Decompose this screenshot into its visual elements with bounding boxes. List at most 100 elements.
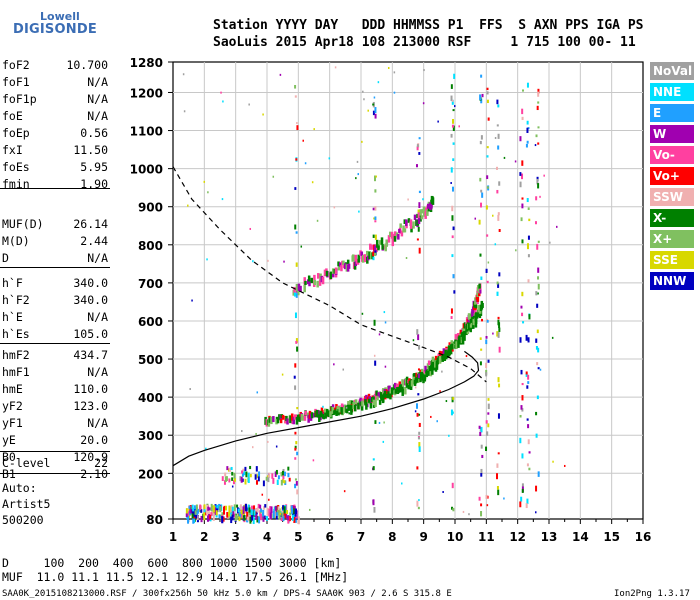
es-echo	[225, 505, 228, 511]
noise-point	[497, 413, 500, 419]
es-echo	[208, 507, 211, 511]
noise-point	[416, 412, 419, 417]
noise-point	[294, 84, 297, 89]
noise-point	[525, 373, 528, 377]
echo-point	[314, 410, 317, 418]
param-label: foE	[2, 109, 23, 123]
noise-point	[450, 133, 453, 138]
noise-point	[537, 183, 540, 189]
footer-file-info: SAA0K_2015108213000.RSF / 300fx256h 50 k…	[2, 589, 452, 599]
param-label: hmF1	[2, 365, 30, 379]
param-value: 1.90	[80, 177, 108, 191]
noise-point	[514, 160, 517, 163]
es-echo	[200, 509, 203, 513]
noise-point	[437, 120, 439, 123]
es-echo	[216, 504, 219, 509]
noise-point	[451, 124, 454, 128]
noise-point	[374, 107, 377, 114]
noise-point	[521, 312, 524, 317]
noise-point	[521, 395, 524, 401]
echo-point	[307, 275, 311, 282]
noise-point	[374, 250, 377, 256]
noise-point	[387, 67, 390, 70]
param-row: h`F2 340.0	[2, 293, 108, 309]
noise-point	[251, 446, 254, 449]
noise-point	[348, 412, 350, 415]
echo-point	[368, 251, 371, 260]
echo-point	[352, 402, 355, 410]
noise-point	[374, 220, 377, 223]
noise-point	[417, 209, 420, 214]
echo-point	[419, 209, 422, 216]
noise-point	[451, 99, 454, 102]
es-echo	[293, 517, 296, 523]
noise-point	[452, 118, 455, 124]
echo-point	[470, 322, 474, 328]
noise-point	[497, 214, 500, 221]
y-tick-label: 800	[138, 239, 163, 253]
y-tick-label: 500	[138, 353, 163, 367]
es-echo	[211, 507, 214, 514]
y-tick-label: 400	[138, 391, 163, 405]
es-echo	[263, 506, 266, 510]
echo-point	[382, 388, 385, 395]
echo-point	[360, 402, 364, 411]
noise-point	[479, 361, 482, 366]
noise-point	[418, 137, 421, 140]
noise-point	[451, 215, 454, 221]
noise-point	[294, 363, 297, 368]
es-echo	[258, 516, 261, 524]
echo-point	[409, 219, 413, 225]
es-echo	[262, 516, 265, 522]
x-tick-label: 6	[325, 530, 333, 544]
echo-point	[354, 399, 358, 404]
noise-point	[498, 383, 501, 388]
noise-point	[183, 110, 186, 113]
noise-point	[497, 377, 500, 383]
noise-point	[279, 73, 282, 76]
noise-point	[537, 91, 540, 97]
echo-point	[401, 386, 404, 391]
noise-point	[486, 175, 489, 180]
echo-point	[431, 197, 435, 205]
noise-point	[452, 125, 455, 132]
echo-point	[399, 223, 402, 228]
es-echo	[285, 513, 288, 519]
echo-point	[316, 280, 319, 288]
noise-point	[487, 398, 490, 401]
param-label: yF2	[2, 399, 23, 413]
noise-point	[302, 139, 304, 142]
noise-point	[296, 122, 298, 125]
es-echo	[191, 504, 194, 511]
footer-version: Ion2Png 1.3.17	[614, 589, 690, 599]
noise-point	[520, 217, 523, 222]
param-label: M(D)	[2, 234, 30, 248]
noise-point	[496, 281, 499, 285]
echo-point	[275, 419, 278, 425]
noise-point	[417, 373, 420, 379]
noise-point	[452, 397, 455, 400]
es-echo	[195, 507, 198, 511]
param-label: h`Es	[2, 327, 30, 341]
noise-point	[496, 291, 499, 296]
es-echo	[259, 513, 262, 521]
noise-point	[345, 406, 348, 409]
noise-point	[525, 503, 528, 509]
noise-point	[416, 329, 419, 335]
noise-point	[480, 348, 483, 351]
noise-point	[343, 490, 346, 493]
param-value: N/A	[87, 92, 108, 106]
es-echo	[231, 514, 234, 521]
echo-point	[308, 280, 311, 287]
es-echo	[280, 479, 283, 486]
param-value: 120.9	[73, 450, 108, 464]
echo-point	[407, 218, 411, 223]
echo-point	[329, 411, 332, 418]
noise-point	[528, 314, 531, 320]
noise-point	[480, 189, 483, 193]
echo-point	[424, 207, 427, 215]
es-echo	[272, 510, 275, 519]
noise-point	[520, 305, 523, 309]
echo-point	[427, 207, 431, 212]
noise-point	[481, 93, 484, 98]
